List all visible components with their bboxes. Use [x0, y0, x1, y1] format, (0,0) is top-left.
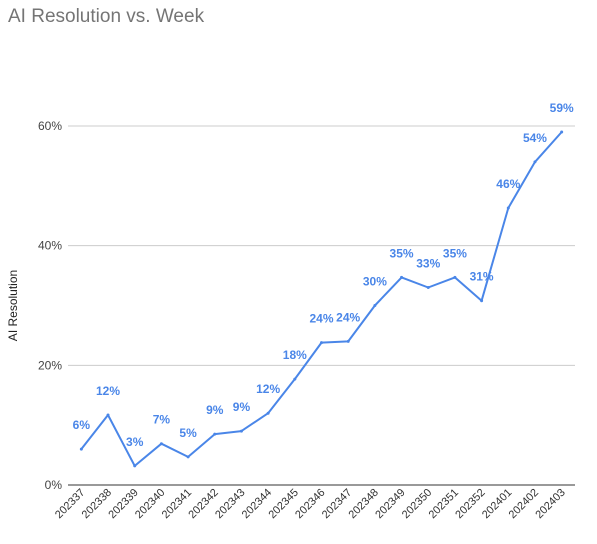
- data-point: [293, 377, 297, 381]
- data-label: 35%: [443, 246, 467, 260]
- data-label: 6%: [73, 418, 91, 432]
- data-label: 5%: [179, 426, 197, 440]
- data-point: [266, 411, 270, 415]
- y-tick-label: 60%: [38, 119, 62, 133]
- data-label: 31%: [470, 270, 494, 284]
- data-labels: 6%12%3%7%5%9% 9%12%18%24% 24%30%35%33%35%3…: [73, 101, 574, 449]
- data-point: [79, 447, 83, 451]
- data-label: 33%: [416, 257, 440, 271]
- data-point: [506, 206, 510, 210]
- data-point: [533, 160, 537, 164]
- x-tick-label: 202403: [533, 487, 567, 521]
- data-point: [213, 432, 217, 436]
- data-point: [159, 442, 163, 446]
- data-label: 35%: [390, 246, 414, 260]
- data-label: 3%: [126, 435, 144, 449]
- y-tick-label: 20%: [38, 358, 62, 372]
- data-point: [480, 299, 484, 303]
- data-label: 12%: [256, 382, 280, 396]
- data-point: [320, 341, 323, 345]
- x-axis-ticks: 2023372023382023392023402023412023422023…: [53, 487, 568, 521]
- data-point: [426, 286, 430, 290]
- data-label: 9%: [233, 400, 251, 414]
- data-label: 7%: [153, 413, 171, 427]
- data-label: 30%: [363, 275, 387, 289]
- data-point: [346, 339, 350, 343]
- data-label: 9%: [206, 403, 224, 417]
- data-point: [186, 455, 190, 459]
- data-label: 24%: [309, 312, 333, 326]
- data-point: [373, 304, 377, 307]
- y-tick-label: 40%: [38, 239, 62, 253]
- data-point: [400, 275, 404, 279]
- data-point: [560, 130, 564, 134]
- data-label: 24%: [336, 310, 360, 324]
- y-axis-label: AI Resolution: [6, 270, 20, 341]
- data-point: [133, 464, 137, 468]
- data-point: [106, 413, 110, 417]
- data-label: 18%: [283, 348, 307, 362]
- series-line-group: [79, 130, 564, 468]
- y-axis-ticks: 0% 20% 40% 60%: [38, 119, 62, 492]
- chart-title: AI Resolution vs. Week: [8, 6, 205, 27]
- data-label: 54%: [523, 131, 547, 145]
- data-point: [453, 275, 457, 279]
- data-label: 59%: [550, 101, 574, 115]
- y-tick-label: 0%: [45, 478, 63, 492]
- data-label: 46%: [496, 177, 520, 191]
- data-label: 12%: [96, 384, 120, 398]
- grid-lines: [68, 125, 575, 486]
- data-point: [239, 429, 243, 433]
